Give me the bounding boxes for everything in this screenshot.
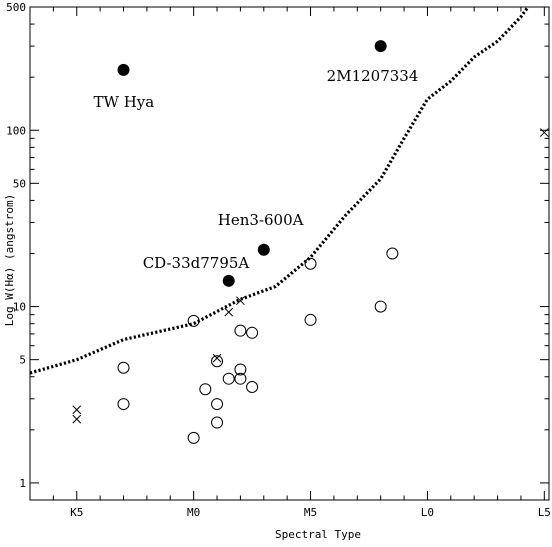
open-circle-point: [199, 383, 212, 396]
x-tick-label: M0: [187, 506, 200, 519]
star-name-label: CD-33d7795A: [143, 254, 250, 272]
detection-threshold-curve: [29, 6, 530, 375]
open-circle-point: [117, 361, 130, 374]
open-circle-point: [234, 372, 247, 385]
x-axis-title: Spectral Type: [275, 528, 361, 541]
y-tick-label: 50: [13, 177, 26, 190]
star-name-label: Hen3-600A: [218, 211, 304, 229]
y-tick-label: 1: [19, 477, 26, 490]
filled-circle-point: [374, 40, 387, 53]
cross-point: [224, 307, 234, 317]
cross-point: [72, 414, 82, 424]
open-circle-point: [386, 247, 399, 260]
open-circle-point: [234, 363, 247, 376]
annotation-layer: TW Hya 2M1207334 Hen3-600A CD-33d7795A: [94, 67, 419, 272]
open-circle-point: [117, 398, 130, 411]
open-circle-point: [187, 431, 200, 444]
open-circle-point: [304, 313, 317, 326]
y-tick-label: 10: [13, 301, 26, 314]
axes-layer: [29, 6, 550, 501]
open-circle-point: [211, 398, 224, 411]
star-name-label: TW Hya: [94, 93, 155, 111]
plot-frame: [29, 6, 550, 501]
open-circle-point: [222, 372, 235, 385]
filled-circle-point: [117, 63, 130, 76]
star-name-label: 2M1207334: [327, 67, 419, 85]
open-circle-point: [374, 300, 387, 313]
cross-point: [212, 353, 222, 363]
x-tick-label: L5: [538, 506, 551, 519]
cross-point: [236, 296, 245, 306]
data-marker-layer: [72, 40, 549, 444]
open-circle-point: [246, 380, 259, 393]
x-tick-label: K5: [70, 506, 83, 519]
y-tick-label: 5: [19, 354, 26, 367]
open-circle-point: [211, 355, 224, 368]
threshold-curve-layer: [29, 6, 530, 375]
cross-point: [72, 405, 82, 415]
open-circle-point: [246, 326, 259, 339]
filled-circle-point: [222, 274, 235, 287]
open-circle-point: [187, 314, 200, 327]
tick-label-layer: K5 M0 M5 L0 L5 1 5 10 50 100 500: [6, 1, 551, 519]
filled-circle-point: [257, 243, 270, 256]
x-tick-label: L0: [421, 506, 434, 519]
open-circle-point: [304, 257, 317, 270]
y-tick-label: 100: [6, 124, 26, 137]
y-axis-title: Log W(Hα) (angstrom): [3, 194, 16, 326]
x-tick-label: M5: [304, 506, 317, 519]
open-circle-point: [211, 416, 224, 429]
open-circle-point: [234, 324, 247, 337]
y-tick-label: 500: [6, 1, 26, 14]
